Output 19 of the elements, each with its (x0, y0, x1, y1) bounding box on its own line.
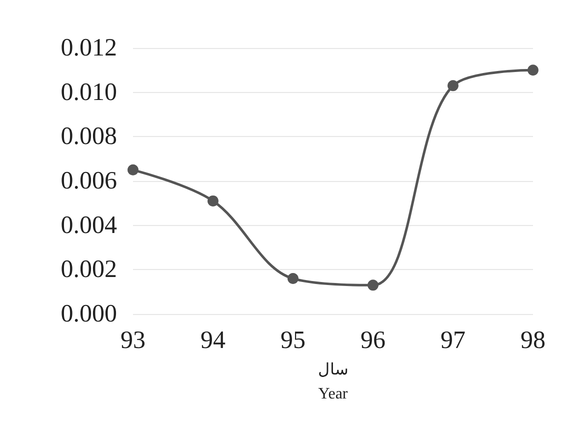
point (208, 195, 218, 206)
x-tick-label: 96 (360, 327, 386, 354)
point (368, 280, 378, 291)
y-tick-label: 0.012 (60, 34, 117, 62)
y-tick-label: 0.002 (60, 256, 117, 284)
y-tick-label: 0.004 (60, 212, 118, 239)
x-tick-label: 93 (120, 327, 146, 354)
x-tick-label: 97 (440, 327, 466, 354)
point (528, 64, 538, 76)
y-tick-label: 0.010 (60, 78, 117, 106)
y-tick-label: 0.000 (60, 300, 117, 328)
x-tick-label: 94 (200, 327, 226, 354)
point (288, 273, 298, 284)
point (128, 164, 138, 176)
y-tick-label: 0.008 (60, 123, 117, 150)
y-tick-label: 0.006 (60, 168, 117, 194)
x-tick-label: 95 (280, 327, 306, 354)
point (448, 80, 458, 92)
x-tick-label: 98 (520, 327, 546, 354)
